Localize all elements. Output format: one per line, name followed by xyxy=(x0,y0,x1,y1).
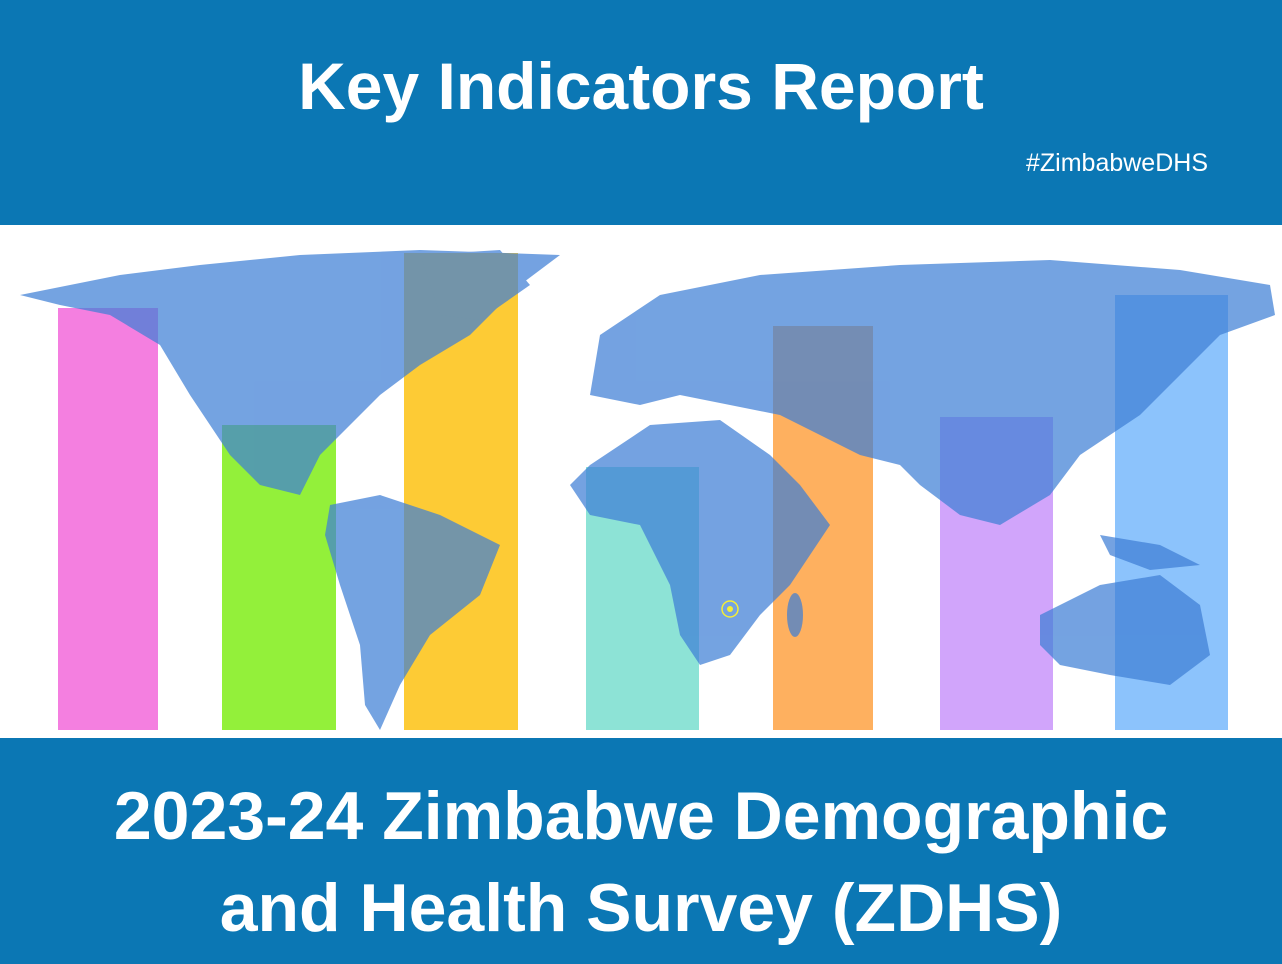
greenland xyxy=(420,250,530,320)
bar xyxy=(58,308,158,730)
islands xyxy=(1100,535,1200,570)
footer-band xyxy=(0,738,1282,964)
map-illustration xyxy=(20,250,1275,730)
report-title: Key Indicators Report xyxy=(298,49,984,123)
header-band: Key Indicators Report #ZimbabweDHS xyxy=(0,0,1282,225)
madagascar xyxy=(787,593,803,637)
survey-title-line: and Health Survey (ZDHS) xyxy=(219,870,1063,946)
north-america xyxy=(20,250,560,495)
survey-title-line: 2023-24 Zimbabwe Demographic xyxy=(113,778,1169,854)
eurasia xyxy=(590,260,1275,525)
australia xyxy=(1040,575,1210,685)
location-marker xyxy=(721,600,739,618)
africa xyxy=(570,420,830,665)
location-dot xyxy=(727,606,733,612)
world-map xyxy=(20,250,1275,730)
hashtag: #ZimbabweDHS xyxy=(1025,149,1208,177)
south-america xyxy=(325,495,500,730)
